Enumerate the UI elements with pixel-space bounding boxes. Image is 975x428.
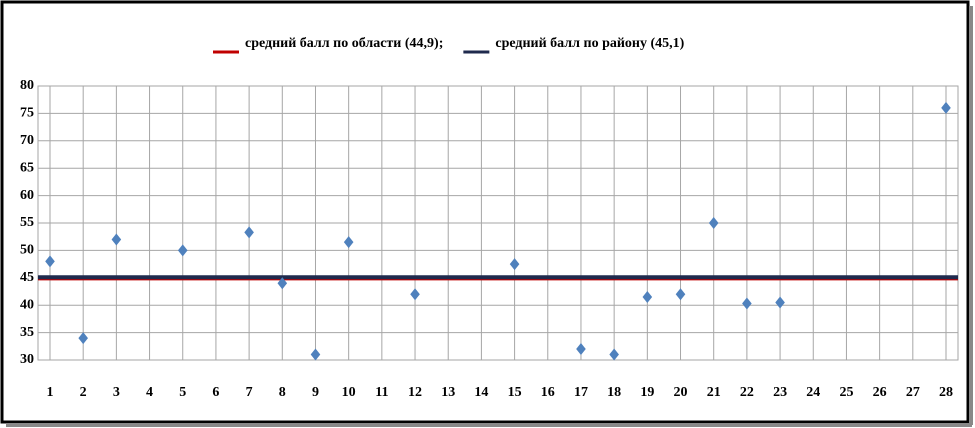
x-tick-label: 15 <box>508 385 522 400</box>
legend-label: средний балл по области (44,9); <box>245 36 443 51</box>
x-tick-label: 20 <box>674 385 688 400</box>
data-point <box>576 343 586 356</box>
y-tick-label: 65 <box>20 160 34 175</box>
plot-border <box>37 85 959 361</box>
y-tick-label: 80 <box>20 78 34 93</box>
x-tick-label: 11 <box>375 385 388 400</box>
x-tick-label: 7 <box>246 385 253 400</box>
data-point <box>244 226 254 239</box>
data-point <box>410 288 420 301</box>
y-tick-label: 35 <box>20 325 34 340</box>
data-point <box>609 348 619 361</box>
data-point <box>775 296 785 309</box>
data-point <box>708 217 719 229</box>
data-point <box>509 258 520 271</box>
data-point <box>277 277 288 290</box>
x-tick-label: 8 <box>279 385 286 400</box>
y-tick-label: 55 <box>20 215 34 230</box>
x-tick-label: 21 <box>707 385 721 400</box>
x-tick-label: 5 <box>179 385 186 400</box>
x-tick-label: 23 <box>773 385 787 400</box>
data-point <box>111 233 122 246</box>
x-tick-label: 3 <box>113 385 120 400</box>
y-tick-label: 50 <box>20 243 34 258</box>
y-tick-label: 40 <box>20 297 34 312</box>
x-tick-label: 16 <box>541 385 555 400</box>
data-point <box>78 332 88 345</box>
x-tick-label: 19 <box>640 385 654 400</box>
x-tick-label: 27 <box>906 385 920 400</box>
x-tick-label: 4 <box>146 385 153 400</box>
x-tick-label: 1 <box>47 385 54 400</box>
data-point <box>177 244 188 257</box>
x-tick-label: 6 <box>212 385 219 400</box>
legend-label: средний балл по району (45,1) <box>495 36 684 51</box>
x-tick-label: 22 <box>740 385 754 400</box>
y-tick-label: 70 <box>20 133 34 148</box>
x-tick-label: 25 <box>839 385 853 400</box>
data-point <box>343 236 354 249</box>
x-tick-label: 10 <box>342 385 356 400</box>
x-tick-label: 28 <box>939 385 953 400</box>
x-tick-label: 13 <box>441 385 455 400</box>
data-point <box>310 348 321 361</box>
y-tick-label: 60 <box>20 188 34 203</box>
y-tick-label: 45 <box>20 270 34 285</box>
x-tick-label: 2 <box>80 385 87 400</box>
data-point <box>941 101 951 114</box>
data-point <box>675 288 686 301</box>
x-tick-label: 9 <box>312 385 319 400</box>
data-point <box>45 255 55 268</box>
y-tick-label: 75 <box>20 106 34 121</box>
data-point <box>642 290 653 303</box>
x-tick-label: 17 <box>574 385 588 400</box>
x-tick-label: 26 <box>873 385 887 400</box>
y-tick-label: 30 <box>20 352 34 367</box>
x-tick-label: 12 <box>408 385 422 400</box>
data-point <box>742 297 752 310</box>
x-tick-label: 18 <box>607 385 621 400</box>
x-tick-label: 14 <box>474 385 488 400</box>
x-tick-label: 24 <box>806 385 820 400</box>
